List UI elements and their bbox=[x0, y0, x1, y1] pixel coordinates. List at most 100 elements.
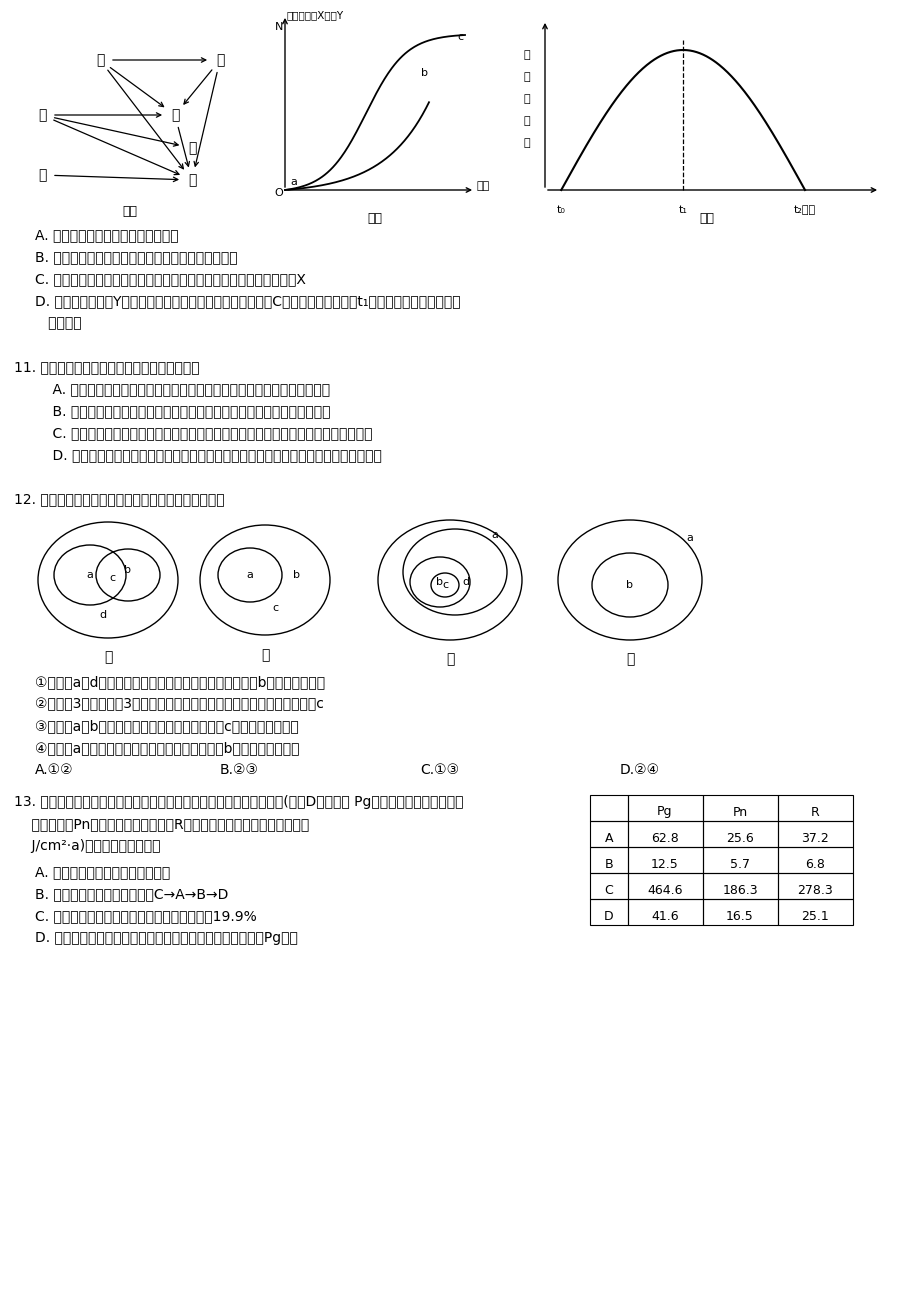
Bar bbox=[702, 822, 777, 848]
Bar bbox=[777, 796, 852, 822]
Text: ①若甲中a、d分别代表碳循环和生态系统的主要功能，则b可代表能量流动: ①若甲中a、d分别代表碳循环和生态系统的主要功能，则b可代表能量流动 bbox=[35, 674, 324, 689]
Text: A: A bbox=[604, 832, 613, 845]
Bar bbox=[777, 822, 852, 848]
Text: B.②③: B.②③ bbox=[220, 763, 259, 777]
Text: 6.8: 6.8 bbox=[804, 858, 824, 871]
Text: 62.8: 62.8 bbox=[651, 832, 678, 845]
Text: N: N bbox=[275, 22, 283, 33]
Text: c: c bbox=[457, 33, 462, 42]
Text: C: C bbox=[604, 884, 613, 897]
Text: d: d bbox=[99, 611, 107, 620]
Bar bbox=[628, 796, 702, 822]
Text: a: a bbox=[289, 177, 297, 187]
Text: B. 演替中后一阶段优势物种的兴起，一般会造成前一阶段优势物种的消亡: B. 演替中后一阶段优势物种的兴起，一般会造成前一阶段优势物种的消亡 bbox=[35, 404, 330, 418]
Bar bbox=[628, 898, 702, 924]
Text: B. 调查图一中的戊和庚的种群密度一般用标志重捕法: B. 调查图一中的戊和庚的种群密度一般用标志重捕法 bbox=[35, 250, 237, 264]
Text: C. 演替过程中由草本植物逐渐变为灌木，主要原因是灌木较为高大，能获得更多阳光: C. 演替过程中由草本植物逐渐变为灌木，主要原因是灌木较为高大，能获得更多阳光 bbox=[35, 426, 372, 440]
Text: 12.5: 12.5 bbox=[651, 858, 678, 871]
Text: 丁: 丁 bbox=[216, 53, 224, 66]
Text: Pn: Pn bbox=[732, 806, 747, 819]
Text: t₀: t₀ bbox=[556, 204, 565, 215]
Text: O: O bbox=[274, 187, 283, 198]
Text: 41.6: 41.6 bbox=[651, 910, 678, 923]
Text: 于死亡率: 于死亡率 bbox=[35, 316, 82, 329]
Text: 庚: 庚 bbox=[187, 173, 196, 187]
Text: 己: 己 bbox=[38, 168, 46, 182]
Bar bbox=[589, 874, 628, 898]
Bar bbox=[777, 874, 852, 898]
Text: 甲: 甲 bbox=[104, 650, 112, 664]
Bar bbox=[777, 848, 852, 874]
Text: b: b bbox=[436, 577, 443, 587]
Text: D. 演替过程只要不遭到人类的破坏和各种自然力的干扰，其总趋势是物种多样性的增加: D. 演替过程只要不遭到人类的破坏和各种自然力的干扰，其总趋势是物种多样性的增加 bbox=[35, 448, 381, 462]
Text: 5.7: 5.7 bbox=[729, 858, 749, 871]
Text: C. 第二营养级到第三营养级的能量传递效率是19.9%: C. 第二营养级到第三营养级的能量传递效率是19.9% bbox=[35, 909, 256, 923]
Text: 25.6: 25.6 bbox=[725, 832, 753, 845]
Text: b: b bbox=[124, 565, 131, 575]
Text: ④若丁中a表示生物圈中生物拥有的全部基因，则b可表示生物多样性: ④若丁中a表示生物圈中生物拥有的全部基因，则b可表示生物多样性 bbox=[35, 741, 300, 755]
Text: b: b bbox=[293, 570, 301, 579]
Bar bbox=[589, 822, 628, 848]
Text: d: d bbox=[462, 577, 469, 587]
Text: 戊: 戊 bbox=[38, 108, 46, 122]
Text: 16.5: 16.5 bbox=[725, 910, 753, 923]
Text: c: c bbox=[272, 603, 278, 613]
Text: c: c bbox=[108, 573, 115, 583]
Text: 12. 下列说法是根据图形作出的判断，其中不正确的是: 12. 下列说法是根据图形作出的判断，其中不正确的是 bbox=[14, 492, 224, 506]
Text: A.①②: A.①② bbox=[35, 763, 74, 777]
Text: ②若乙中3个圆圈代表3种生物生存的空间范围时，则最容易绝灭的生物是c: ②若乙中3个圆圈代表3种生物生存的空间范围时，则最容易绝灭的生物是c bbox=[35, 697, 323, 711]
Text: Pg: Pg bbox=[656, 806, 672, 819]
Text: b: b bbox=[626, 579, 633, 590]
Text: 25.1: 25.1 bbox=[800, 910, 828, 923]
Text: 个体数曲线X曲线Y: 个体数曲线X曲线Y bbox=[287, 10, 344, 20]
Text: 11. 下列关于群落及群落演替的叙述不正确的是: 11. 下列关于群落及群落演替的叙述不正确的是 bbox=[14, 359, 199, 374]
Text: 464.6: 464.6 bbox=[647, 884, 682, 897]
Bar bbox=[702, 848, 777, 874]
Text: t₁: t₁ bbox=[678, 204, 686, 215]
Text: 278.3: 278.3 bbox=[796, 884, 832, 897]
Text: D. 流经该生态系统的总能量是植物所固定的太阳能，即四个Pg之和: D. 流经该生态系统的总能量是植物所固定的太阳能，即四个Pg之和 bbox=[35, 931, 298, 945]
Text: 13. 实验调查得到某树林生态系统各营养级和能量流动关系如右表所示(其中D为分解者 Pg表示生物同化作用固定能: 13. 实验调查得到某树林生态系统各营养级和能量流动关系如右表所示(其中D为分解… bbox=[14, 796, 463, 809]
Text: 丙: 丙 bbox=[446, 652, 454, 667]
Text: c: c bbox=[441, 579, 448, 590]
Text: 乙: 乙 bbox=[187, 141, 196, 155]
Text: C. 当丙刚迁入这个生态系统的一段时间内，数量变化如图二中的曲线X: C. 当丙刚迁入这个生态系统的一段时间内，数量变化如图二中的曲线X bbox=[35, 272, 305, 286]
Text: 量的总量；Pn表示生物储存的能量；R表示生物呼吸消耗的能量，单位为: 量的总量；Pn表示生物储存的能量；R表示生物呼吸消耗的能量，单位为 bbox=[14, 816, 309, 831]
Text: B: B bbox=[604, 858, 613, 871]
Bar bbox=[702, 898, 777, 924]
Text: 率: 率 bbox=[523, 138, 529, 148]
Text: a: a bbox=[686, 533, 693, 543]
Text: 图三: 图三 bbox=[698, 212, 714, 225]
Text: b: b bbox=[421, 68, 428, 78]
Text: D. 若图二中的曲线Y代表的是该生态系统中丁的数量变化，则C点对应的是图三中的t₁时刻，此时丙的出生率等: D. 若图二中的曲线Y代表的是该生态系统中丁的数量变化，则C点对应的是图三中的t… bbox=[35, 294, 460, 309]
Text: 乙: 乙 bbox=[260, 648, 269, 661]
Bar bbox=[628, 848, 702, 874]
Text: A. 图一中的甲和己各代表一个营养级: A. 图一中的甲和己各代表一个营养级 bbox=[35, 228, 178, 242]
Text: 丙: 丙 bbox=[171, 108, 179, 122]
Bar bbox=[777, 898, 852, 924]
Text: 图二: 图二 bbox=[367, 212, 382, 225]
Text: A. 引起森林群落中植物和动物垂直分层现象的主要因素分别是光照、食物: A. 引起森林群落中植物和动物垂直分层现象的主要因素分别是光照、食物 bbox=[35, 381, 330, 396]
Bar bbox=[589, 898, 628, 924]
Text: C.①③: C.①③ bbox=[420, 763, 459, 777]
Text: ③若丙中a、b分别表示生存斗争和种间斗争，则c可能代表的是竞争: ③若丙中a、b分别表示生存斗争和种间斗争，则c可能代表的是竞争 bbox=[35, 719, 299, 733]
Text: 37.2: 37.2 bbox=[800, 832, 828, 845]
Text: 丁: 丁 bbox=[625, 652, 633, 667]
Bar bbox=[702, 874, 777, 898]
Text: 长: 长 bbox=[523, 116, 529, 126]
Bar bbox=[628, 822, 702, 848]
Text: 增: 增 bbox=[523, 94, 529, 104]
Bar bbox=[702, 796, 777, 822]
Text: a: a bbox=[246, 570, 253, 579]
Text: 时间: 时间 bbox=[476, 181, 490, 191]
Text: 甲: 甲 bbox=[96, 53, 104, 66]
Text: A. 在该生态系统中分解者可有可无: A. 在该生态系统中分解者可有可无 bbox=[35, 865, 170, 879]
Text: J/cm²·a)。以下说法正确的是: J/cm²·a)。以下说法正确的是 bbox=[14, 838, 160, 853]
Text: D: D bbox=[604, 910, 613, 923]
Text: t₂时间: t₂时间 bbox=[793, 204, 815, 215]
Text: 种: 种 bbox=[523, 49, 529, 60]
Text: 186.3: 186.3 bbox=[721, 884, 757, 897]
Text: R: R bbox=[810, 806, 819, 819]
Text: B. 该树林的营养结构可表示为C→A→B→D: B. 该树林的营养结构可表示为C→A→B→D bbox=[35, 887, 228, 901]
Text: 图一: 图一 bbox=[122, 204, 137, 217]
